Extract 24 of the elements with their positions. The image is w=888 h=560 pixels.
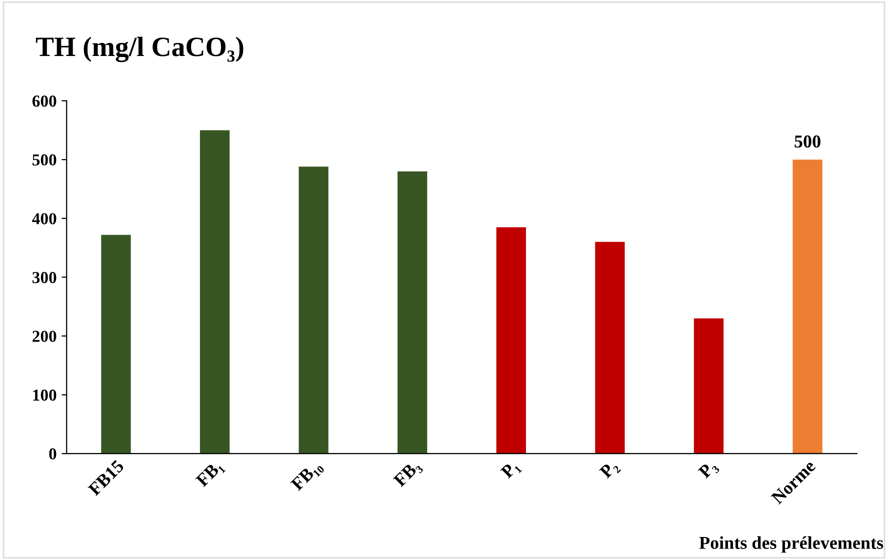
x-tick-label: P₁ (500, 459, 522, 482)
bar (595, 242, 625, 454)
y-tick-label: 400 (32, 213, 56, 224)
chart-title: TH (mg/l CaCO₃) (36, 36, 244, 62)
bar (101, 234, 131, 454)
bar (398, 171, 428, 454)
y-tick-label: 500 (32, 154, 56, 166)
y-tick-label: 600 (32, 96, 56, 107)
x-tick-label: FB₃ (392, 459, 424, 490)
bar (792, 160, 822, 454)
bar (298, 166, 328, 454)
x-tick-label: FB₁₀ (290, 459, 325, 494)
x-tick-label: P₃ (698, 459, 720, 482)
bar (200, 130, 230, 454)
bar (694, 318, 724, 454)
x-axis-title: Points des prélevements (699, 536, 884, 553)
x-tick-label: P₂ (599, 459, 622, 482)
y-tick-label: 300 (32, 272, 56, 284)
x-tick-label: FB₁ (195, 459, 226, 490)
y-tick-label: 0 (49, 448, 56, 460)
y-tick-label: 200 (32, 330, 56, 342)
bar (496, 227, 526, 454)
data-label: 500 (794, 135, 820, 148)
y-tick-label: 100 (33, 390, 56, 401)
